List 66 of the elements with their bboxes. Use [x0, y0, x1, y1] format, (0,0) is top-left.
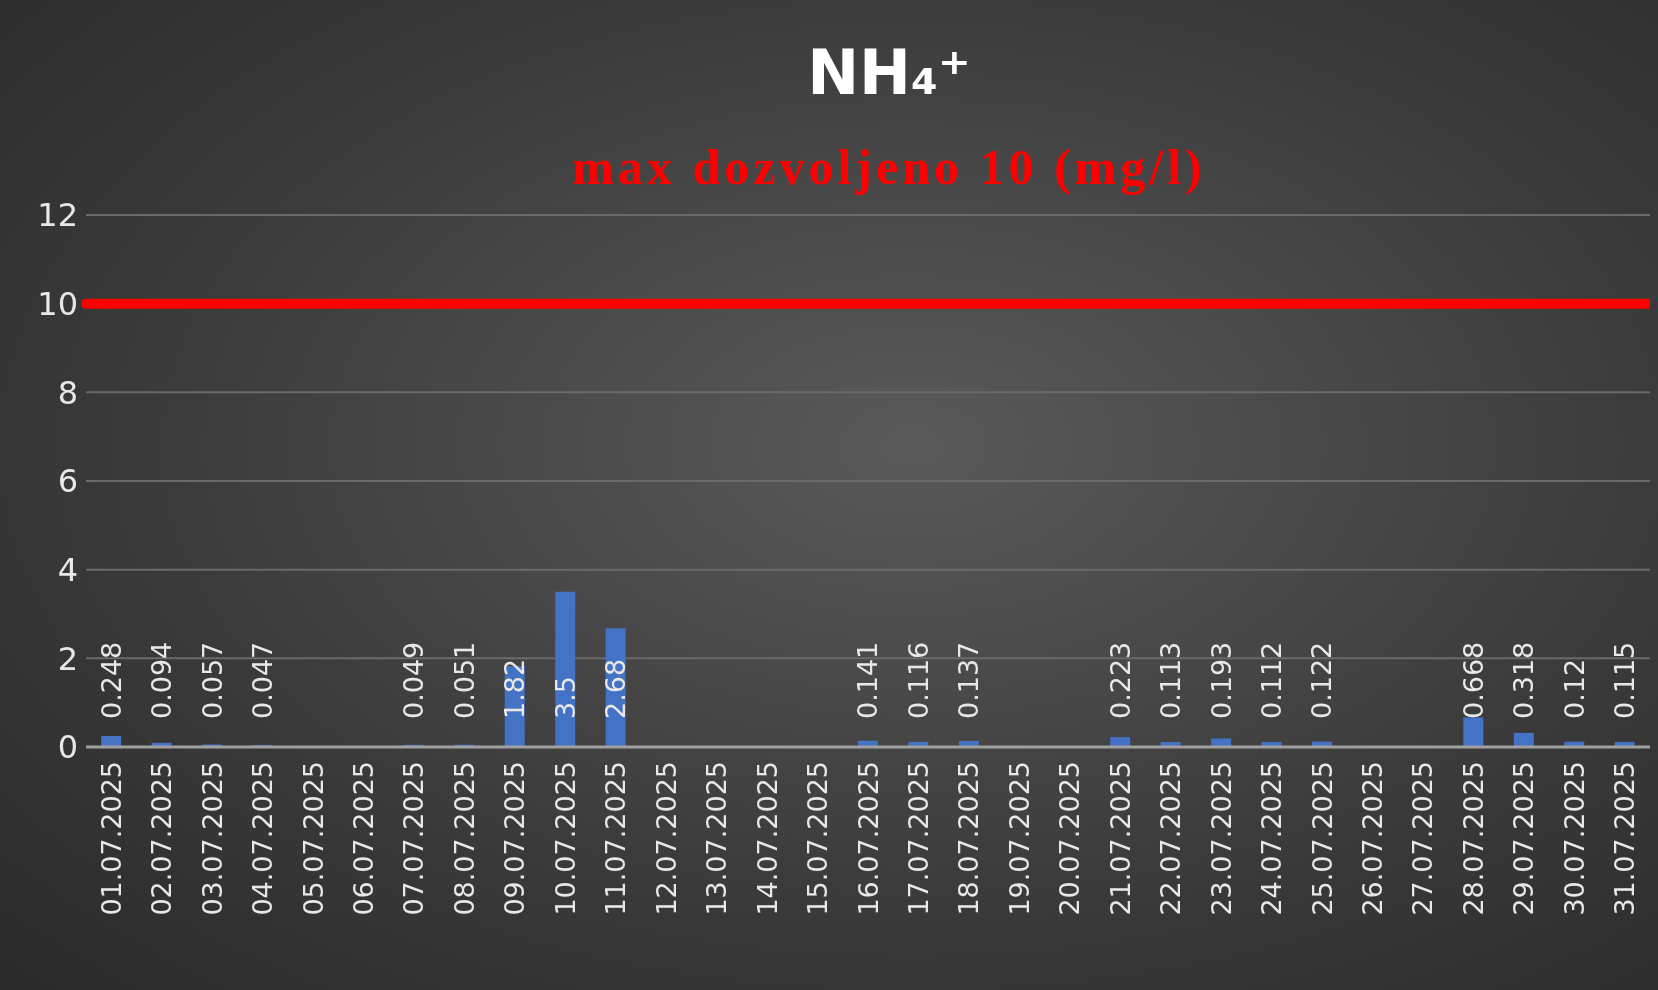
x-tick-label: 06.07.2025: [347, 761, 379, 916]
data-label: 0.12: [1558, 658, 1590, 719]
x-tick-label: 17.07.2025: [902, 761, 934, 916]
x-tick-label: 18.07.2025: [953, 761, 985, 916]
data-label: 0.047: [246, 641, 278, 719]
data-label: 0.141: [852, 641, 884, 719]
data-label: 0.049: [398, 641, 430, 719]
bar: [1463, 717, 1484, 747]
x-tick-label: 20.07.2025: [1054, 761, 1086, 916]
x-tick-label: 30.07.2025: [1558, 761, 1590, 916]
x-tick-label: 02.07.2025: [146, 761, 178, 916]
chart-subtitle: max dozvoljeno 10 (mg/l): [571, 138, 1207, 196]
x-tick-label: 26.07.2025: [1357, 761, 1389, 916]
x-tick-label: 04.07.2025: [247, 761, 279, 916]
y-tick-label: 12: [37, 196, 78, 235]
x-tick-label: 31.07.2025: [1609, 761, 1641, 916]
chart-title: NH₄⁺: [806, 36, 972, 109]
x-tick-label: 15.07.2025: [802, 761, 834, 916]
data-label: 0.112: [1256, 641, 1288, 719]
x-tick-label: 21.07.2025: [1104, 761, 1136, 916]
x-tick-label: 28.07.2025: [1457, 761, 1489, 916]
y-tick-label: 0: [57, 728, 78, 767]
x-tick-label: 09.07.2025: [499, 761, 531, 916]
data-label: 0.318: [1508, 641, 1540, 719]
x-tick-label: 13.07.2025: [701, 761, 733, 916]
x-tick-label: 11.07.2025: [600, 761, 632, 916]
data-label: 0.137: [953, 641, 985, 719]
x-tick-label: 24.07.2025: [1256, 761, 1288, 916]
x-tick-label: 08.07.2025: [448, 761, 480, 916]
data-label: 0.248: [95, 641, 127, 719]
x-tick-label: 12.07.2025: [650, 761, 682, 916]
x-tick-label: 03.07.2025: [196, 761, 228, 916]
x-tick-label: 27.07.2025: [1407, 761, 1439, 916]
x-tick-label: 19.07.2025: [1003, 761, 1035, 916]
data-label: 0.115: [1609, 641, 1641, 719]
data-label: 1.82: [499, 658, 531, 719]
data-label: 2.68: [600, 658, 632, 719]
x-tick-label: 16.07.2025: [852, 761, 884, 916]
data-label: 0.094: [146, 641, 178, 719]
x-tick-label: 23.07.2025: [1205, 761, 1237, 916]
x-tick-label: 22.07.2025: [1155, 761, 1187, 916]
y-tick-label: 4: [57, 551, 78, 590]
data-label: 0.113: [1155, 641, 1187, 719]
y-tick-label: 8: [57, 373, 78, 412]
data-label: 0.668: [1457, 641, 1489, 719]
y-tick-label: 2: [57, 639, 78, 678]
y-tick-label: 10: [37, 285, 78, 324]
data-label: 0.122: [1306, 641, 1338, 719]
x-tick-label: 01.07.2025: [95, 761, 127, 916]
data-label: 0.116: [902, 641, 934, 719]
bar: [1110, 737, 1131, 747]
x-tick-label: 05.07.2025: [297, 761, 329, 916]
bar: [1513, 732, 1534, 747]
x-tick-label: 07.07.2025: [398, 761, 430, 916]
bar: [101, 736, 122, 747]
bar: [1211, 738, 1232, 747]
data-label: 0.193: [1205, 641, 1237, 719]
x-tick-label: 10.07.2025: [549, 761, 581, 916]
data-label: 0.223: [1104, 641, 1136, 719]
y-tick-label: 6: [57, 462, 78, 501]
x-tick-label: 29.07.2025: [1508, 761, 1540, 916]
x-tick-label: 25.07.2025: [1306, 761, 1338, 916]
data-label: 0.057: [196, 641, 228, 719]
data-label: 3.5: [549, 676, 581, 719]
data-label: 0.051: [448, 641, 480, 719]
x-tick-label: 14.07.2025: [751, 761, 783, 916]
